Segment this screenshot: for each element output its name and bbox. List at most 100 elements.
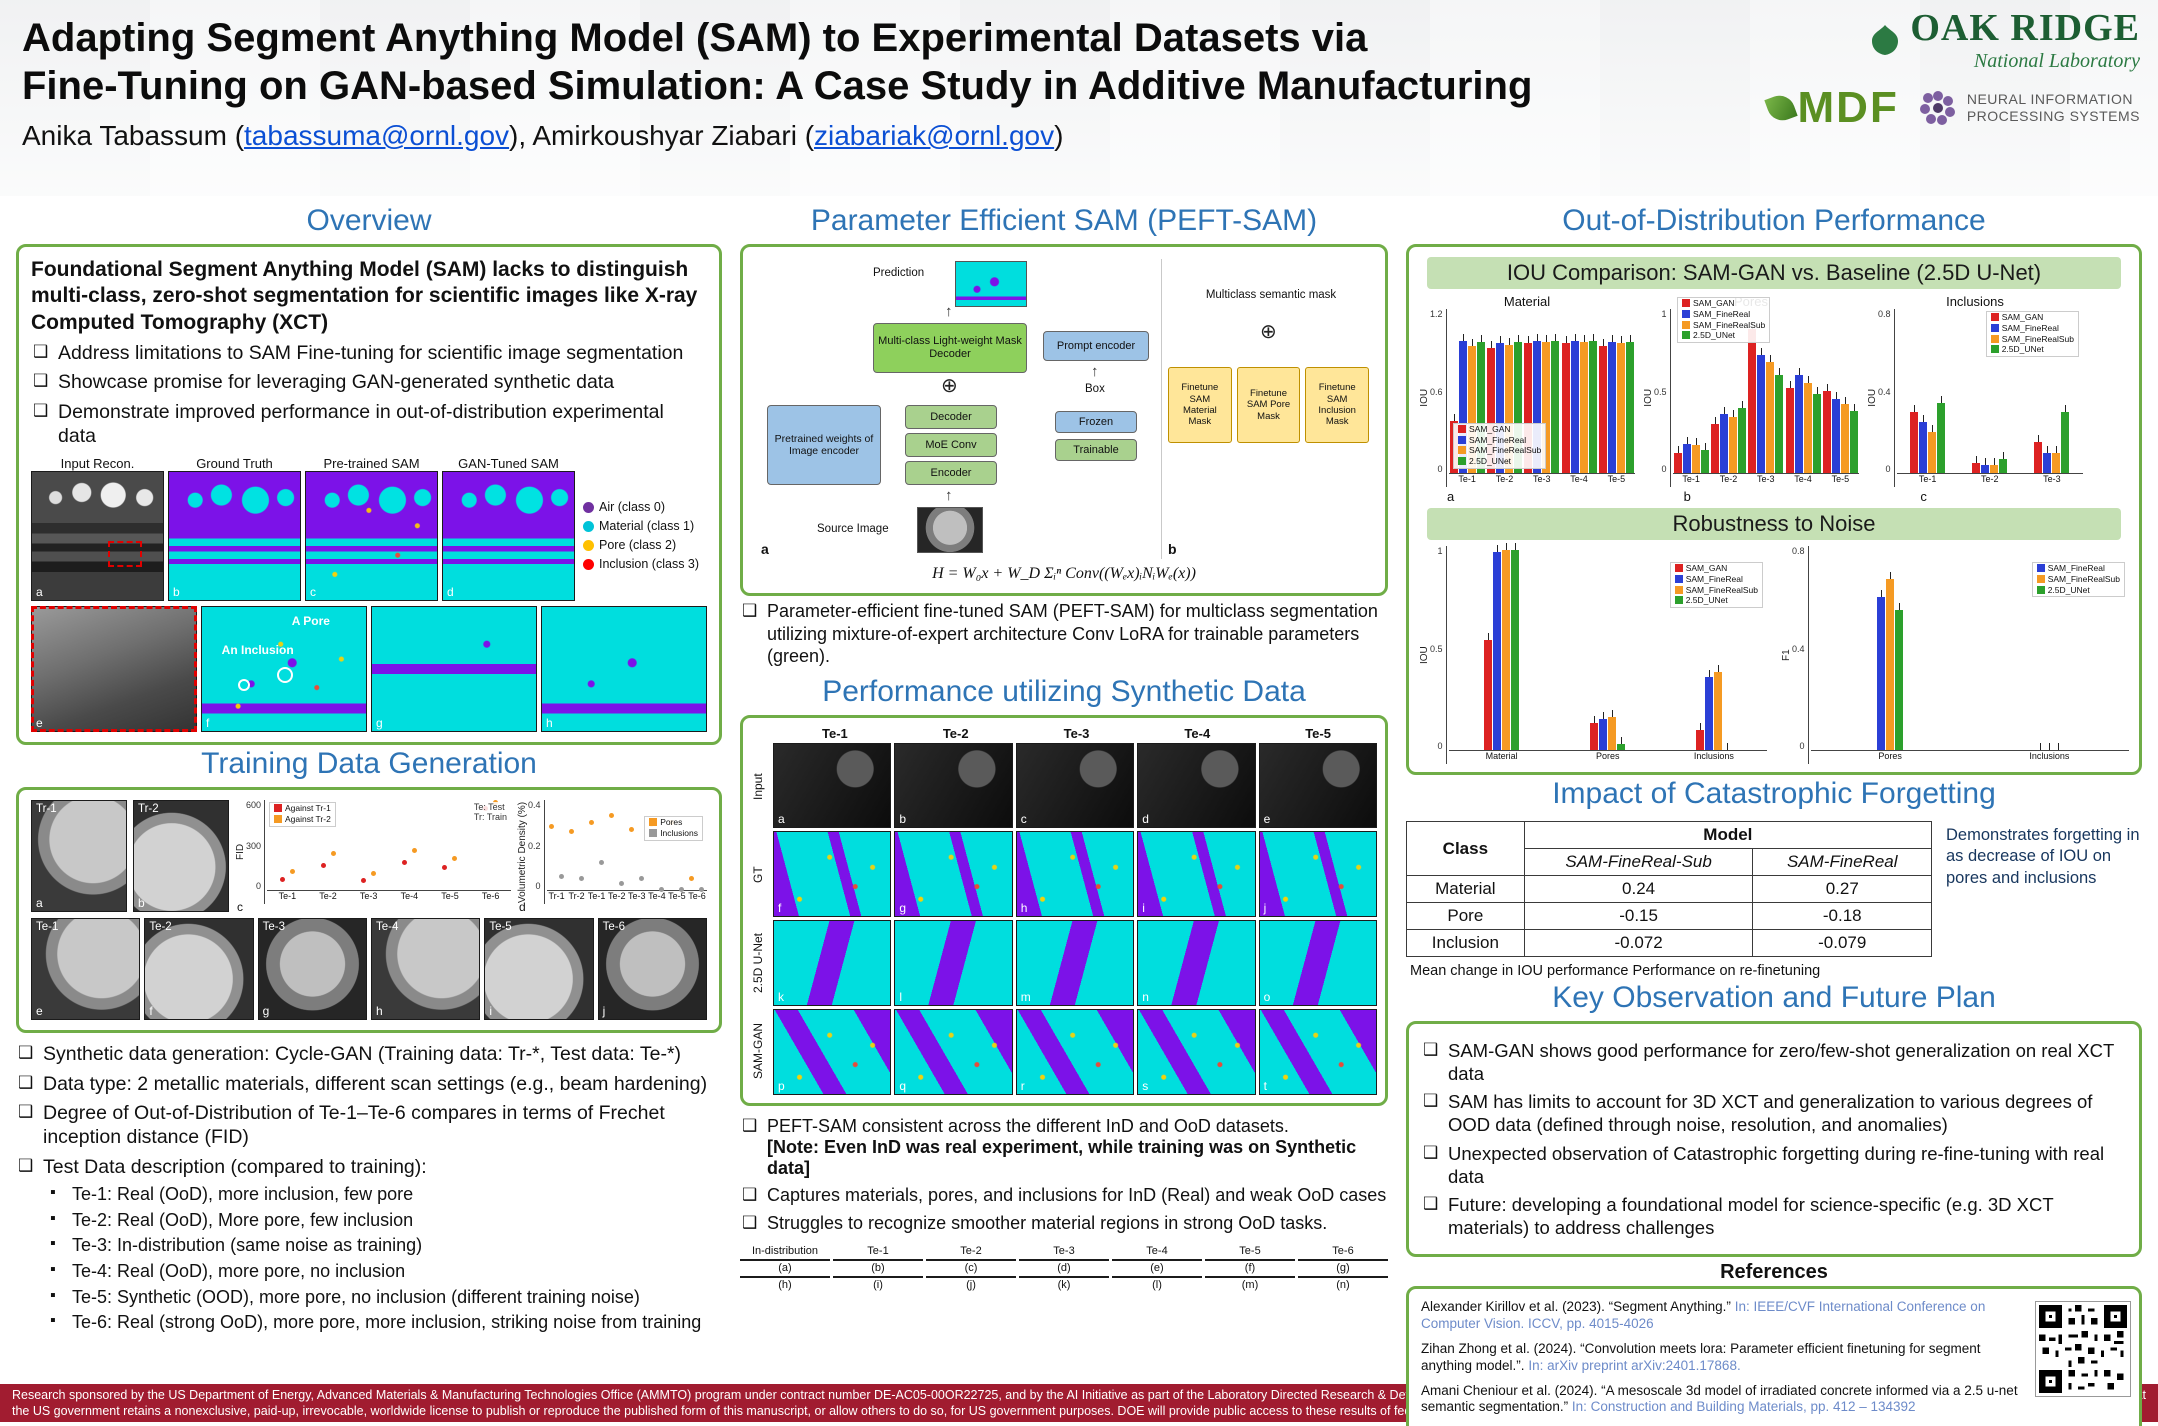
- forgetting-table: Class Model SAM-FineReal-Sub SAM-FineRea…: [1406, 821, 1933, 957]
- neurips-text-line1: NEURAL INFORMATION: [1966, 90, 2133, 107]
- ood-heading: Out-of-Distribution Performance: [1562, 204, 1986, 237]
- email-link-2[interactable]: ziabariak@ornl.gov: [814, 120, 1055, 151]
- pore-legend-dot: [583, 540, 594, 552]
- mdf-logo: MDF: [1763, 83, 1899, 133]
- fid-notes: Te: Test Tr: Train: [473, 802, 507, 823]
- row-label: 2.5D U-Net: [751, 932, 765, 993]
- authors-line: Anika Tabassum (tabassuma@ornl.gov), Ami…: [22, 120, 2138, 152]
- training-bullet: Degree of Out-of-Distribution of Te-1–Te…: [16, 1101, 722, 1150]
- chart-legend: Pores Inclusions: [644, 816, 703, 841]
- iou-pores-chart: PoresIOU10.50Te-1Te-2Te-3Te-4Te-5SAM_GAN…: [1643, 294, 1859, 487]
- neurips-logo: NEURAL INFORMATION PROCESSING SYSTEMS: [1917, 87, 2140, 129]
- chart-legend: SAM_FineReal SAM_FineRealSub 2.5D_UNet: [2031, 562, 2125, 598]
- reference-venue[interactable]: In: Construction and Building Materials,…: [1571, 1399, 1916, 1415]
- col-header: Te-1: [822, 725, 848, 741]
- figure-tile-gan-tuned-sam: d: [442, 471, 575, 602]
- tile-letter: h: [546, 716, 553, 731]
- author-text: Anika Tabassum (: [22, 120, 245, 151]
- reference-item: Zihan Zhong et al. (2024). “Convolution …: [1421, 1341, 2027, 1375]
- overview-box: Foundational Segment Anything Model (SAM…: [16, 244, 722, 746]
- figure-tile: p: [773, 1008, 892, 1095]
- figure-tile: j: [1258, 831, 1377, 917]
- strip-header: Te-1: [867, 1245, 889, 1257]
- tile-letter: e: [36, 716, 43, 731]
- performance-bullet: PEFT-SAM consistent across the different…: [740, 1115, 1388, 1138]
- mdf-leaf-icon: [1763, 91, 1798, 125]
- tile-letter: a: [36, 585, 43, 600]
- figure-tile: c: [1015, 742, 1135, 829]
- air-legend-dot: [583, 502, 594, 513]
- tile-letter: b: [173, 585, 180, 600]
- figure-tile-pretrained-sam: c: [305, 471, 438, 602]
- col-header: Te-2: [942, 725, 969, 741]
- lora-formula: H = W₀x + W_D Σᵢⁿ Conv((Wₑx)ᵢNᵢWₑ(x)): [932, 565, 1196, 582]
- reference-item: Alexander Kirillov et al. (2023). “Segme…: [1421, 1299, 2027, 1333]
- cell-class: Material: [1406, 875, 1525, 903]
- prediction-thumbnail: [955, 261, 1027, 307]
- reference-venue[interactable]: In: IEEE/CVF International Conference on…: [1421, 1299, 1986, 1331]
- table-header-class: Class: [1406, 821, 1525, 876]
- panel-letter-a: a: [761, 541, 769, 557]
- neurips-text-line2: PROCESSING SYSTEMS: [1966, 108, 2140, 124]
- performance-note: [Note: Even InD was real experiment, whi…: [767, 1137, 1357, 1178]
- peft-panel-b: Multiclass semantic mask ⊕ Finetune SAM …: [1161, 259, 1373, 559]
- figure-tile: k: [773, 920, 892, 1006]
- figure-tile: t: [1258, 1008, 1377, 1095]
- figure-tile: (b): [833, 1259, 923, 1274]
- test-data-item: Te-3: In-distribution (same noise as tra…: [16, 1234, 722, 1257]
- iou-material-chart: Material IOU 1.2 0.6 0 Te-1 Te-2 Te-3 Te-4 Te-5 SA…: [1419, 294, 1635, 487]
- figure-tile: Tr-1 a: [31, 800, 127, 913]
- fid-chart: FID 600 300 0 Te-1 Te-2 Te-3 Te-4 Te-5 Te-6 Agains…: [235, 800, 511, 905]
- logo-cluster: OAK RIDGE National Laboratory MDF NEURAL…: [1720, 6, 2140, 133]
- figure-tile: l: [894, 920, 1013, 1006]
- cell-value: -0.15: [1523, 902, 1754, 930]
- figure-tile: (e): [1112, 1259, 1202, 1274]
- arrow-icon: ↑: [945, 487, 953, 504]
- forgetting-block: Class Model SAM-FineReal-Sub SAM-FineRea…: [1406, 821, 2142, 957]
- title-line2: Fine-Tuning on GAN-based Simulation: A C…: [22, 64, 1533, 108]
- figure-tile: d: [1137, 742, 1256, 829]
- table-row: Pore -0.15 -0.18: [1406, 902, 1932, 930]
- email-link-1[interactable]: tabassuma@ornl.gov: [244, 120, 510, 151]
- reference-venue[interactable]: In: arXiv preprint arXiv:2401.17868.: [1528, 1357, 1741, 1373]
- figure-tile: i: [1137, 831, 1256, 917]
- key-observation-bullet: SAM has limits to account for 3D XCT and…: [1421, 1090, 2127, 1136]
- neurips-flower-icon: [1919, 91, 1955, 125]
- arrow-icon: ↑: [1091, 363, 1099, 380]
- panel-letter: a: [1447, 489, 1455, 504]
- panel-letter-b: b: [1168, 541, 1177, 557]
- iou-panel-letters: a b c: [1419, 489, 2129, 504]
- pore-circle-marker: [277, 666, 294, 683]
- finetune-branches: Finetune SAM Material Mask Finetune SAM …: [1168, 367, 1370, 443]
- figure-tile: f: [773, 831, 892, 917]
- moe-conv-box: MoE Conv: [905, 433, 997, 457]
- row-label: Input: [751, 773, 765, 800]
- qr-code: [2035, 1301, 2131, 1397]
- strip-header: Te-2: [960, 1245, 982, 1257]
- chart-letter: d: [519, 900, 526, 915]
- forgetting-side-note: Demonstrates forgetting in as decrease o…: [1946, 826, 2140, 887]
- training-bullets: Synthetic data generation: Cycle-GAN (Tr…: [16, 1037, 722, 1337]
- sum-symbol: ⊕: [1260, 321, 1277, 343]
- panel-letter: b: [1683, 489, 1691, 504]
- performance-heading: Performance utilizing Synthetic Data: [822, 674, 1306, 708]
- chart-legend: SAM_GAN SAM_FineReal SAM_FineRealSub 2.5D_U…: [1677, 297, 1771, 344]
- figure-tile: n: [1137, 920, 1256, 1006]
- chart-legend: SAM_GAN SAM_FineReal SAM_FineRealSub 2.5D_U…: [1669, 562, 1763, 609]
- references-box: Alexander Kirillov et al. (2023). “Segme…: [1406, 1286, 2142, 1426]
- fid-note-tr: Tr: Train: [473, 812, 507, 823]
- overview-intro: Foundational Segment Anything Model (SAM…: [31, 258, 698, 334]
- reference-text: Alexander Kirillov et al. (2023). “Segme…: [1421, 1299, 1731, 1314]
- iou-inclusions-chart: Inclusions IOU 0.8 0.4 0 Te-1 Te-2 Te-3 SAM_GAN S…: [1867, 294, 2083, 487]
- figure-tile: Te-5 i: [484, 918, 594, 1021]
- figure-tile: (c): [926, 1259, 1016, 1274]
- cell-value: 0.27: [1752, 875, 1932, 903]
- training-figure-row1: Tr-1 a Tr-2 b FID 600 300 0 Te-1 Te-2 Te-3 Te-4…: [31, 800, 708, 915]
- legend-label: Air (class 0): [599, 500, 665, 514]
- legend-label: Inclusion (class 3): [599, 557, 700, 572]
- finetune-pore-box: Finetune SAM Pore Mask: [1236, 367, 1301, 443]
- performance-bullet: Struggles to recognize smoother material…: [740, 1212, 1388, 1235]
- key-observation-heading: Key Observation and Future Plan: [1552, 981, 1996, 1014]
- tile-letter: b: [138, 896, 145, 911]
